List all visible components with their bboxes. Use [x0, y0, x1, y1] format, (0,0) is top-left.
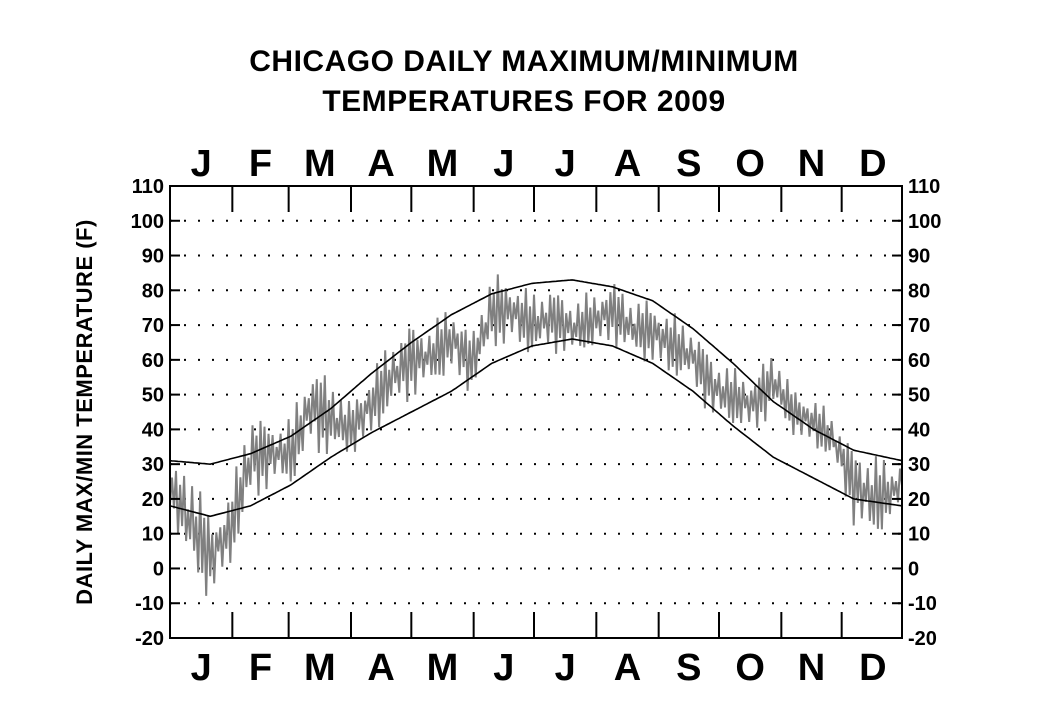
y-tick-label-right: -20: [908, 628, 937, 650]
month-label-bottom: D: [859, 647, 886, 689]
month-label-top: J: [493, 143, 514, 185]
y-tick-label-right: 90: [908, 246, 930, 268]
y-tick-label-left: 70: [142, 315, 164, 337]
month-label-top: D: [859, 143, 886, 185]
month-label-bottom: M: [427, 647, 459, 689]
month-label-bottom: N: [798, 647, 825, 689]
series-layer: [169, 274, 903, 596]
y-tick-label-right: 100: [908, 211, 941, 233]
series-normal-high: [169, 279, 903, 466]
y-tick-label-left: 40: [142, 419, 164, 441]
month-label-top: M: [304, 143, 336, 185]
series-normal-low: [169, 338, 903, 518]
month-label-top: F: [249, 143, 272, 185]
y-tick-label-right: 60: [908, 350, 930, 372]
y-tick-label-left: 50: [142, 385, 164, 407]
y-tick-label-left: -10: [135, 593, 164, 615]
y-tick-label-left: 10: [142, 524, 164, 546]
month-label-top: N: [798, 143, 825, 185]
y-tick-label-right: 40: [908, 419, 930, 441]
y-tick-label-left: 110: [132, 176, 164, 198]
y-tick-label-left: 0: [153, 558, 164, 580]
y-tick-label-left: 100: [131, 211, 164, 233]
month-label-top: O: [735, 143, 765, 185]
month-label-top: A: [614, 143, 641, 185]
month-label-bottom: J: [555, 647, 576, 689]
y-tick-label-right: 110: [908, 176, 940, 198]
month-label-bottom: S: [676, 647, 701, 689]
y-tick-label-right: 0: [908, 558, 919, 580]
month-label-bottom: M: [304, 647, 336, 689]
tick-layer: [170, 185, 902, 639]
y-tick-label-right: 70: [908, 315, 930, 337]
y-tick-label-right: 20: [908, 489, 930, 511]
month-label-top: J: [555, 143, 576, 185]
y-tick-label-right: 10: [908, 524, 930, 546]
month-label-bottom: J: [493, 647, 514, 689]
y-tick-label-left: 60: [142, 350, 164, 372]
plot-frame: [169, 185, 903, 639]
month-label-bottom: A: [367, 647, 394, 689]
y-tick-label-right: 50: [908, 385, 930, 407]
month-label-top: S: [676, 143, 701, 185]
chart-title: CHICAGO DAILY MAXIMUM/MINIMUM TEMPERATUR…: [0, 42, 1048, 122]
y-axis-label: DAILY MAX/MIN TEMPERATURE (F): [72, 219, 97, 605]
y-tick-label-left: 20: [142, 489, 164, 511]
month-label-top: M: [427, 143, 459, 185]
month-label-bottom: J: [191, 647, 212, 689]
month-label-bottom: O: [735, 647, 765, 689]
y-tick-label-left: -20: [135, 628, 164, 650]
chart-title-line-1: CHICAGO DAILY MAXIMUM/MINIMUM: [249, 45, 799, 78]
chart-title-line-2: TEMPERATURES FOR 2009: [322, 85, 726, 118]
y-tick-label-right: -10: [908, 593, 937, 615]
y-tick-label-right: 80: [908, 280, 930, 302]
y-tick-label-left: 30: [142, 454, 164, 476]
y-tick-label-right: 30: [908, 454, 930, 476]
y-tick-label-left: 90: [142, 246, 164, 268]
y-tick-label-left: 80: [142, 280, 164, 302]
month-label-bottom: F: [249, 647, 272, 689]
month-label-top: A: [367, 143, 394, 185]
month-label-bottom: A: [614, 647, 641, 689]
month-label-top: J: [191, 143, 212, 185]
series-observed-daily: [169, 274, 903, 596]
